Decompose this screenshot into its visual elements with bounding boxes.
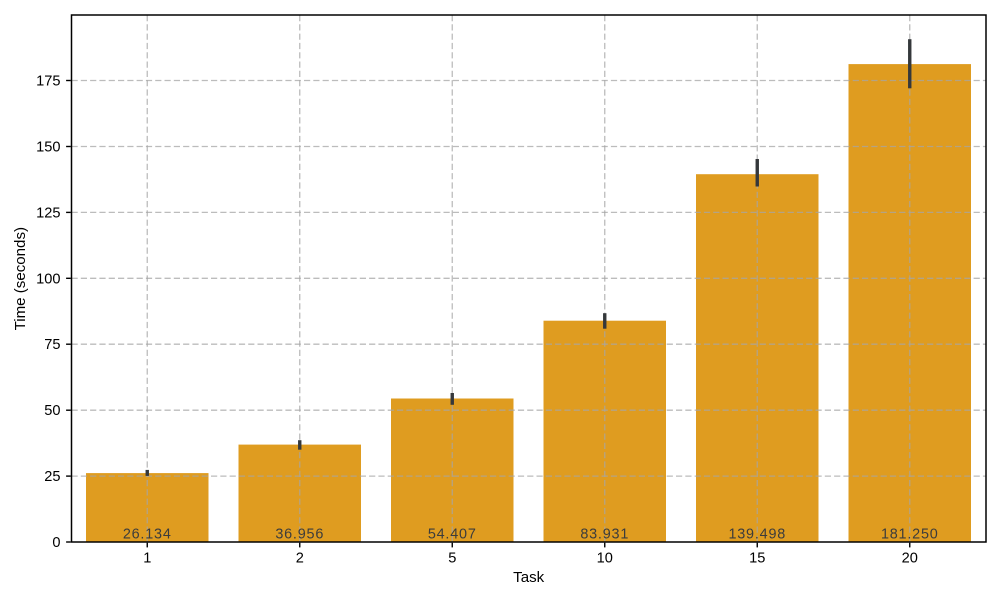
svg-text:25: 25: [44, 469, 60, 485]
svg-text:175: 175: [36, 74, 60, 90]
svg-text:15: 15: [749, 550, 765, 566]
svg-text:1: 1: [143, 550, 151, 566]
svg-text:10: 10: [597, 550, 613, 566]
svg-text:20: 20: [902, 550, 918, 566]
svg-text:139.498: 139.498: [728, 527, 786, 543]
svg-text:83.931: 83.931: [580, 527, 629, 543]
svg-text:75: 75: [44, 337, 60, 353]
svg-text:2: 2: [296, 550, 304, 566]
svg-text:0: 0: [52, 535, 60, 551]
svg-text:Task: Task: [513, 569, 544, 586]
svg-text:181.250: 181.250: [881, 527, 939, 543]
svg-text:Time (seconds): Time (seconds): [12, 227, 29, 330]
svg-text:5: 5: [448, 550, 456, 566]
svg-text:36.956: 36.956: [275, 527, 324, 543]
svg-text:150: 150: [36, 140, 60, 156]
svg-text:54.407: 54.407: [428, 527, 477, 543]
svg-text:125: 125: [36, 205, 60, 221]
svg-text:100: 100: [36, 271, 60, 287]
svg-text:50: 50: [44, 403, 60, 419]
svg-text:26.134: 26.134: [123, 527, 172, 543]
